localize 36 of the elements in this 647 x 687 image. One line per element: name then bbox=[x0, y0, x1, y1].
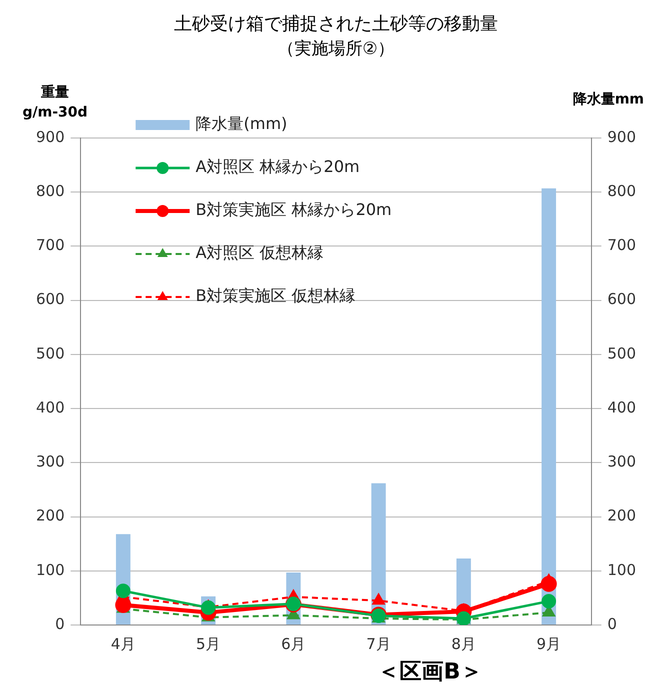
legend-label: A対照区 林縁から20m bbox=[196, 157, 360, 176]
legend-label: 降水量(mm) bbox=[196, 114, 288, 134]
y-tick-label: 400 bbox=[36, 398, 65, 416]
legend-label: B対策実施区 仮想林縁 bbox=[196, 286, 356, 306]
chart-title: 土砂受け箱で捕捉された土砂等の移動量 bbox=[174, 13, 498, 34]
y-tick-label: 200 bbox=[36, 506, 65, 525]
y-tick-label: 700 bbox=[36, 236, 65, 254]
y2-tick-label: 500 bbox=[607, 344, 636, 362]
y2-tick-label: 0 bbox=[607, 614, 617, 633]
y2-tick-label: 200 bbox=[607, 506, 636, 525]
x-tick-label: 9月 bbox=[536, 634, 562, 653]
y-tick-label: 300 bbox=[36, 452, 65, 471]
y2-tick-label: 100 bbox=[607, 560, 636, 579]
chart-subtitle: （実施場所②） bbox=[277, 39, 395, 60]
y-tick-label: 100 bbox=[36, 560, 65, 579]
y2-axis-title: 降水量mm bbox=[572, 92, 644, 108]
legend-label: A対照区 仮想林縁 bbox=[196, 243, 324, 262]
y2-tick-label: 700 bbox=[607, 236, 636, 254]
x-tick-label: 6月 bbox=[281, 634, 306, 653]
x-tick-label: 4月 bbox=[110, 634, 136, 653]
text: ＜区画B＞ bbox=[378, 660, 482, 685]
y-axis-title: 重量 g/m-30d bbox=[22, 84, 88, 121]
y-tick-label: 800 bbox=[36, 182, 65, 200]
y-tick-label: 600 bbox=[36, 290, 65, 308]
y-tick-label: 0 bbox=[55, 614, 65, 633]
x-tick-label: 5月 bbox=[196, 634, 221, 653]
y2-tick-label: 400 bbox=[607, 398, 636, 416]
y2-tick-label: 300 bbox=[607, 452, 636, 471]
legend-label: B対策実施区 林縁から20m bbox=[196, 200, 392, 220]
y-tick-label: 900 bbox=[36, 128, 65, 146]
y2-tick-label: 900 bbox=[607, 128, 636, 146]
y-tick-label: 500 bbox=[36, 344, 65, 362]
x-tick-label: 8月 bbox=[451, 634, 476, 653]
x-tick-label: 7月 bbox=[366, 634, 391, 653]
y2-tick-label: 600 bbox=[607, 290, 636, 308]
y2-tick-label: 800 bbox=[607, 182, 636, 200]
